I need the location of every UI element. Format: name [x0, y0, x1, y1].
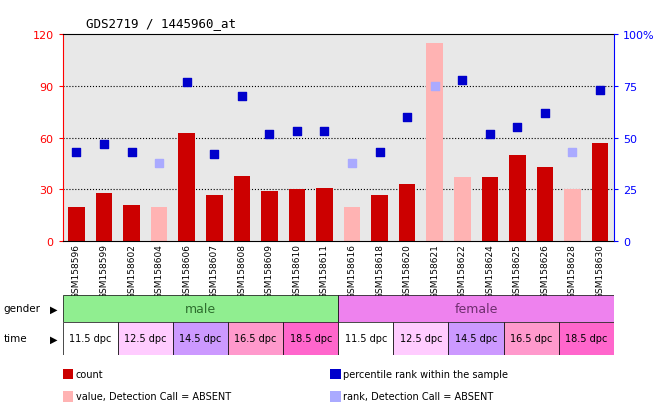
- Point: [99, 141, 110, 148]
- Point: [374, 150, 385, 156]
- Text: GSM158607: GSM158607: [210, 243, 218, 298]
- Text: gender: gender: [3, 304, 40, 314]
- Bar: [283, 322, 339, 355]
- Point: [457, 77, 467, 84]
- Point: [182, 79, 192, 86]
- Bar: [426, 44, 443, 242]
- Bar: [393, 322, 449, 355]
- Text: value, Detection Call = ABSENT: value, Detection Call = ABSENT: [76, 392, 231, 401]
- Text: male: male: [185, 302, 216, 315]
- Point: [540, 110, 550, 117]
- Text: 12.5 dpc: 12.5 dpc: [124, 334, 166, 344]
- Text: ▶: ▶: [50, 304, 57, 314]
- Text: GSM158618: GSM158618: [375, 243, 384, 298]
- Point: [126, 150, 137, 156]
- Bar: [206, 195, 222, 242]
- Bar: [454, 178, 471, 242]
- Text: GSM158596: GSM158596: [72, 243, 81, 298]
- Point: [512, 125, 523, 131]
- Bar: [372, 195, 388, 242]
- Point: [264, 131, 275, 138]
- Text: percentile rank within the sample: percentile rank within the sample: [343, 369, 508, 379]
- Point: [402, 114, 412, 121]
- Bar: [151, 207, 168, 242]
- Bar: [261, 192, 278, 242]
- Point: [154, 160, 164, 166]
- Point: [595, 88, 605, 94]
- Text: 11.5 dpc: 11.5 dpc: [345, 334, 387, 344]
- Text: GSM158599: GSM158599: [100, 243, 108, 298]
- Bar: [288, 190, 305, 242]
- Text: 18.5 dpc: 18.5 dpc: [290, 334, 332, 344]
- Text: GSM158624: GSM158624: [485, 243, 494, 298]
- Text: GSM158625: GSM158625: [513, 243, 522, 298]
- Text: GSM158602: GSM158602: [127, 243, 136, 298]
- Text: GSM158616: GSM158616: [348, 243, 356, 298]
- Text: GSM158622: GSM158622: [458, 243, 467, 298]
- Bar: [228, 322, 283, 355]
- Text: GSM158620: GSM158620: [403, 243, 412, 298]
- Bar: [344, 207, 360, 242]
- Text: rank, Detection Call = ABSENT: rank, Detection Call = ABSENT: [343, 392, 494, 401]
- Bar: [504, 322, 558, 355]
- Bar: [338, 295, 614, 322]
- Bar: [482, 178, 498, 242]
- Text: GSM158621: GSM158621: [430, 243, 439, 298]
- Point: [430, 83, 440, 90]
- Text: 11.5 dpc: 11.5 dpc: [69, 334, 112, 344]
- Text: 16.5 dpc: 16.5 dpc: [234, 334, 277, 344]
- Bar: [68, 207, 84, 242]
- Point: [209, 152, 220, 158]
- Text: GSM158611: GSM158611: [320, 243, 329, 298]
- Bar: [178, 133, 195, 242]
- Bar: [592, 144, 609, 242]
- Text: GSM158606: GSM158606: [182, 243, 191, 298]
- Point: [71, 150, 82, 156]
- Text: 14.5 dpc: 14.5 dpc: [455, 334, 497, 344]
- Text: GSM158604: GSM158604: [154, 243, 164, 298]
- Bar: [117, 322, 173, 355]
- Bar: [234, 176, 250, 242]
- Text: GSM158626: GSM158626: [541, 243, 549, 298]
- Bar: [316, 188, 333, 242]
- Bar: [509, 156, 525, 242]
- Bar: [338, 322, 393, 355]
- Point: [319, 129, 330, 135]
- Bar: [449, 322, 504, 355]
- Text: GSM158609: GSM158609: [265, 243, 274, 298]
- Text: ▶: ▶: [50, 334, 57, 344]
- Text: time: time: [3, 334, 27, 344]
- Bar: [63, 295, 338, 322]
- Text: count: count: [76, 369, 104, 379]
- Point: [292, 129, 302, 135]
- Point: [484, 131, 495, 138]
- Text: GSM158608: GSM158608: [238, 243, 246, 298]
- Bar: [173, 322, 228, 355]
- Text: 16.5 dpc: 16.5 dpc: [510, 334, 552, 344]
- Point: [236, 94, 247, 100]
- Text: 12.5 dpc: 12.5 dpc: [400, 334, 442, 344]
- Text: GSM158610: GSM158610: [292, 243, 302, 298]
- Bar: [537, 168, 553, 242]
- Bar: [558, 322, 614, 355]
- Text: GSM158628: GSM158628: [568, 243, 577, 298]
- Bar: [399, 185, 415, 242]
- Bar: [63, 322, 117, 355]
- Point: [346, 160, 357, 166]
- Point: [567, 150, 578, 156]
- Bar: [96, 193, 112, 242]
- Text: GDS2719 / 1445960_at: GDS2719 / 1445960_at: [86, 17, 236, 29]
- Text: GSM158630: GSM158630: [595, 243, 605, 298]
- Bar: [123, 206, 140, 242]
- Text: 18.5 dpc: 18.5 dpc: [565, 334, 607, 344]
- Text: female: female: [454, 302, 498, 315]
- Text: 14.5 dpc: 14.5 dpc: [180, 334, 222, 344]
- Bar: [564, 190, 581, 242]
